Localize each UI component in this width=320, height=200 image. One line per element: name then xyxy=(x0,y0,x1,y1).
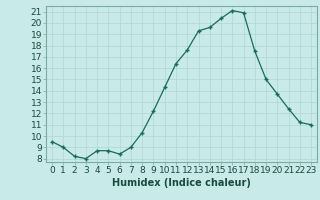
X-axis label: Humidex (Indice chaleur): Humidex (Indice chaleur) xyxy=(112,178,251,188)
